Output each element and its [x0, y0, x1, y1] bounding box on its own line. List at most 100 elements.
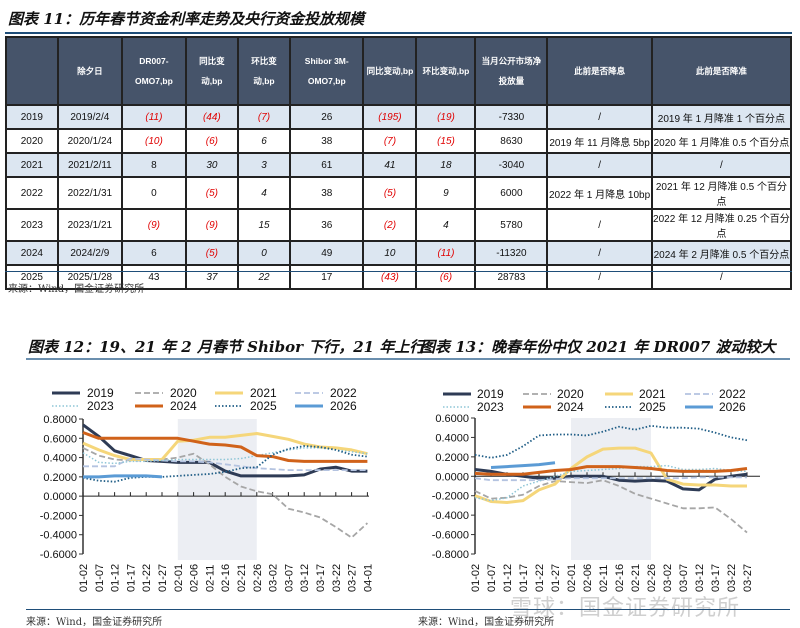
x-tick-label: 02-16 [614, 564, 626, 592]
table-cell: (44) [184, 105, 239, 130]
x-tick-label: 02-01 [566, 564, 578, 592]
x-tick-label: 01-12 [110, 564, 122, 592]
title-rule [5, 32, 792, 34]
x-tick-label: 03-27 [742, 564, 754, 592]
legend-label-2025: 2025 [639, 400, 666, 414]
table-cell: (5) [184, 241, 239, 266]
table-cell: 38 [289, 129, 365, 154]
x-tick-label: 03-17 [315, 564, 327, 592]
table-cell: 2021 [5, 153, 59, 178]
column-header: 除夕日 [56, 36, 123, 106]
x-tick-label: 01-07 [94, 564, 106, 592]
table-cell: (2) [362, 209, 418, 242]
x-tick-label: 02-06 [189, 564, 201, 592]
x-tick-label: 03-22 [331, 564, 343, 592]
x-tick-label: 03-17 [710, 564, 722, 592]
y-tick-label: 0.2000 [435, 452, 469, 464]
table-cell: 2020/1/24 [56, 129, 123, 154]
x-tick-label: 01-02 [78, 564, 90, 592]
table-cell: 49 [289, 241, 365, 266]
y-tick-label: 0.0000 [43, 491, 77, 503]
table-cell: 37 [184, 265, 239, 290]
series-line-2024 [82, 431, 368, 463]
table-cell: 9 [415, 177, 477, 210]
table-cell: (19) [415, 105, 477, 130]
y-tick-label: -0.4000 [40, 530, 77, 542]
table-cell: (6) [415, 265, 477, 290]
y-tick-label: -0.2000 [40, 510, 77, 522]
x-tick-label: 02-16 [220, 564, 232, 592]
legend-label-2019: 2019 [477, 387, 504, 401]
table-row: 2024 2024/2/9 6 (5) 0 49 10 (11) -11320/2024 年 2… [5, 241, 793, 266]
table-cell: (7) [236, 105, 292, 130]
column-header: 同比变动,bp [184, 36, 239, 106]
x-tick-label: 03-07 [283, 564, 295, 592]
table-cell: 18 [415, 153, 477, 178]
chart-12-source: 来源：Wind，国金证券研究所 [26, 617, 163, 628]
table-cell: 0 [120, 177, 187, 210]
legend-label-2021: 2021 [250, 386, 277, 400]
y-tick-label: -0.2000 [432, 491, 469, 503]
legend-label-2026: 2026 [719, 400, 746, 414]
table-cell: 0 [236, 241, 292, 266]
chart-13-title: 图表 13：晚春年份中仅 2021 年 DR007 波动较大 [420, 338, 776, 356]
x-tick-label: 03-02 [268, 564, 280, 592]
table-cell: 36 [289, 209, 365, 242]
series-line-2023 [474, 464, 748, 502]
table-title: 图表 11：历年春节资金利率走势及央行资金投放规模 [8, 10, 365, 28]
x-tick-label: 03-22 [726, 564, 738, 592]
series-line-2026 [83, 474, 163, 479]
table-cell: 2019/2/4 [56, 105, 123, 130]
x-tick-label: 04-01 [362, 564, 374, 592]
table-cell: (15) [415, 129, 477, 154]
table-cell: (7) [362, 129, 418, 154]
table-cell: (9) [120, 209, 187, 242]
table-row: 2025 2025/1/28 43 37 22 17 (43) (6) 28783// [5, 265, 793, 290]
chart-13-source: 来源：Wind，国金证券研究所 [418, 617, 555, 628]
x-tick-label: 01-17 [518, 564, 530, 592]
y-tick-label: 0.2000 [43, 472, 77, 484]
table-bottom-rule [5, 271, 792, 272]
table-row: 2023 2023/1/21 (9) (9) 15 36 (2) 4 5780/2022 年 1… [5, 209, 793, 242]
chart-13-rule [400, 358, 790, 360]
table-cell: 2022 年 1 月降息 10bp [546, 177, 653, 210]
table-cell: (43) [362, 265, 418, 290]
table-cell: (10) [120, 129, 187, 154]
legend-label-2022: 2022 [719, 387, 746, 401]
x-tick-label: 02-26 [646, 564, 658, 592]
table-cell: 61 [289, 153, 365, 178]
legend-label-2023: 2023 [87, 399, 114, 413]
y-tick-label: 0.8000 [43, 414, 77, 426]
series-line-2026 [490, 461, 556, 469]
table-cell: (9) [184, 209, 239, 242]
column-header: 同比变动,bp [362, 36, 418, 106]
chart-12-title: 图表 12：19、21 年 2 月春节 Shibor 下行，21 年上行 [28, 338, 425, 356]
x-tick-label: 03-27 [347, 564, 359, 592]
table-cell: -3040 [474, 153, 549, 178]
x-tick-label: 01-02 [470, 564, 482, 592]
column-header: 当月公开市场净投放量 [474, 36, 549, 106]
column-header: Shibor 3M-OMO7,bp [289, 36, 365, 106]
table-cell: 43 [120, 265, 187, 290]
x-tick-label: 02-01 [173, 564, 185, 592]
table-cell: / [546, 153, 653, 178]
table-cell: 38 [289, 177, 365, 210]
table-cell: 2022 [5, 177, 59, 210]
bottom-rule [26, 609, 790, 610]
table-cell: 2019 年 1 月降准 1 个百分点 [650, 105, 793, 130]
table-source: 来源：Wind，国金证券研究所 [8, 284, 145, 295]
table-cell: 6 [236, 129, 292, 154]
table-cell: 8630 [474, 129, 549, 154]
table-cell: 2022 年 12 月降准 0.25 个百分点 [650, 209, 793, 242]
x-tick-label: 03-12 [299, 564, 311, 592]
x-tick-label: 01-22 [141, 564, 153, 592]
series-line-2022 [83, 457, 368, 471]
column-header: DR007-OMO7,bp [120, 36, 187, 106]
x-tick-label: 02-11 [598, 565, 610, 592]
series-line-2021 [474, 446, 747, 504]
table-cell: 2021/2/11 [56, 153, 123, 178]
table-cell: 10 [362, 241, 418, 266]
table-cell: / [650, 265, 793, 290]
table-cell: (6) [184, 129, 239, 154]
